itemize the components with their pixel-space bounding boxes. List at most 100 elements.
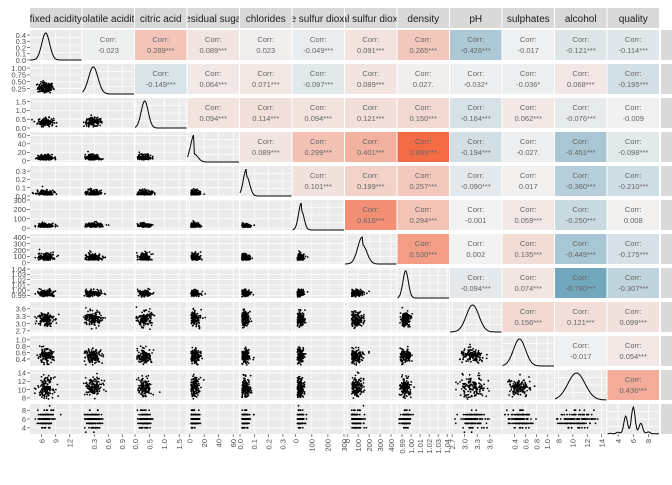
scatter-point	[96, 190, 98, 192]
scatter-point	[40, 81, 42, 83]
panel-residual-sugar-vs-volatile-acidity	[83, 132, 135, 162]
scatter-point	[137, 318, 139, 320]
scatter-point	[138, 155, 140, 157]
panel-chlorides-vs-quality: Corr:-0.210***	[608, 166, 660, 196]
scatter-point	[242, 253, 244, 255]
scatter-point	[91, 194, 93, 196]
scatter-point	[95, 327, 97, 329]
scatter-point	[141, 291, 143, 293]
correlation-value: 0.150***	[409, 114, 437, 123]
panel-residual-sugar-vs-density: Corr:0.839***	[398, 132, 450, 162]
correlation-value: 0.101***	[304, 182, 332, 191]
scatter-point	[52, 321, 54, 323]
scatter-point	[299, 295, 301, 297]
correlation-value: -0.076***	[566, 114, 596, 123]
scatter-point	[248, 289, 250, 291]
scatter-point	[351, 293, 353, 295]
scatter-point	[49, 159, 51, 161]
scatter-point	[101, 293, 103, 295]
scatter-point	[90, 258, 92, 260]
scatter-point	[96, 156, 98, 158]
scatter-point	[39, 323, 41, 325]
scatter-point	[49, 92, 51, 94]
panel-density-vs-chlorides	[240, 268, 292, 298]
scatter-point	[84, 154, 86, 156]
scatter-point	[149, 224, 151, 226]
scatter-point	[48, 315, 50, 317]
panel-fixed-acidity-vs-free-sulfur-dioxide: Corr:-0.049***	[293, 30, 345, 60]
scatter-point	[92, 310, 94, 312]
panel-chlorides-vs-free-sulfur-dioxide: Corr:0.101***	[293, 166, 345, 196]
panel-residual-sugar-vs-chlorides: Corr:0.089***	[240, 132, 292, 162]
scatter-point	[196, 254, 198, 256]
scatter-point	[191, 189, 193, 191]
scatter-point	[44, 157, 46, 159]
scatter-point	[150, 259, 152, 261]
scatter-point	[44, 118, 46, 120]
scatter-point	[55, 318, 57, 320]
correlation-value: 0.068***	[567, 80, 595, 89]
scatter-point	[43, 226, 45, 228]
correlation-value: 0.121***	[357, 114, 385, 123]
scatter-point	[140, 319, 142, 321]
scatter-point	[145, 253, 147, 255]
scatter-point	[44, 84, 46, 86]
panel-citric-acid-vs-total-sulfur-dioxide: Corr:0.121***	[345, 98, 397, 128]
scatter-point	[34, 316, 36, 318]
scatter-point	[52, 157, 54, 159]
scatter-point	[49, 290, 51, 292]
correlation-label: Corr:	[467, 205, 484, 214]
scatter-point	[106, 224, 108, 226]
scatter-point	[92, 253, 94, 255]
scatter-point	[145, 194, 147, 196]
scatter-point	[146, 153, 148, 155]
scatter-point	[47, 322, 49, 324]
scatter-point	[140, 254, 142, 256]
correlation-label: Corr:	[257, 103, 274, 112]
scatter-point	[56, 126, 58, 128]
panel-density-vs-residual-sugar	[188, 268, 240, 298]
scatter-point	[44, 90, 46, 92]
correlation-label: Corr:	[520, 205, 537, 214]
correlation-label: Corr:	[572, 103, 589, 112]
correlation-value: -0.094***	[461, 284, 491, 293]
scatter-point	[248, 291, 250, 293]
scatter-point	[244, 258, 246, 260]
scatter-point	[91, 122, 93, 124]
scatter-point	[38, 259, 40, 261]
scatter-point	[353, 290, 355, 292]
scatter-point	[143, 315, 145, 317]
scatter-point	[91, 255, 93, 257]
correlation-label: Corr:	[520, 239, 537, 248]
scatter-point	[88, 314, 90, 316]
scatter-point	[95, 117, 97, 119]
correlation-value: 0.135***	[514, 250, 542, 259]
correlation-label: Corr:	[467, 35, 484, 44]
scatter-point	[143, 222, 145, 224]
scatter-point	[97, 311, 99, 313]
scatter-point	[242, 259, 244, 261]
correlation-value: 0.002	[466, 250, 485, 259]
scatter-point	[55, 159, 57, 161]
scatter-point	[149, 191, 151, 193]
panel-citric-acid-vs-ph: Corr:-0.164***	[450, 98, 502, 128]
scatter-point	[39, 192, 41, 194]
correlation-label: Corr:	[415, 69, 432, 78]
scatter-point	[84, 226, 86, 228]
scatter-point	[97, 194, 99, 196]
panel-citric-acid-vs-fixed-acidity	[30, 98, 82, 128]
panel-total-sulfur-dioxide-vs-density: Corr:0.530***	[398, 234, 450, 264]
correlation-label: Corr:	[415, 205, 432, 214]
correlation-value: 0.257***	[409, 182, 437, 191]
scatter-point	[142, 291, 144, 293]
scatter-point	[85, 288, 87, 290]
scatter-point	[95, 254, 97, 256]
correlation-value: -0.164***	[461, 114, 491, 123]
scatter-point	[152, 224, 154, 226]
scatter-point	[151, 190, 153, 192]
scatter-point	[56, 193, 58, 195]
scatter-point	[43, 253, 45, 255]
scatter-point	[97, 257, 99, 259]
scatter-point	[41, 253, 43, 255]
scatter-point	[248, 255, 250, 257]
